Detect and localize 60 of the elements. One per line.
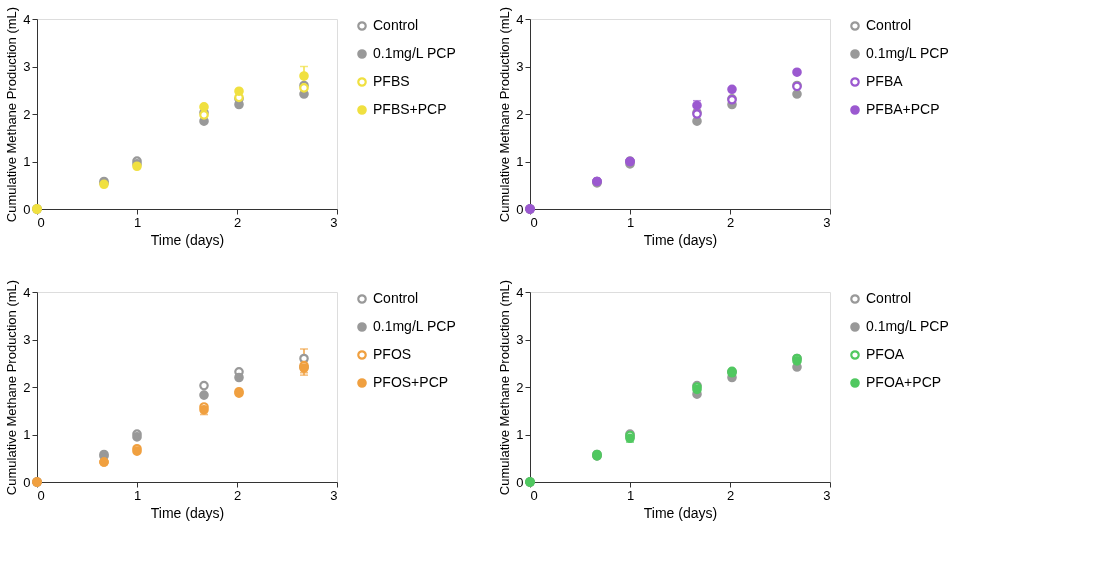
- y-tick-label: 1: [23, 427, 31, 442]
- x-tick-label: 1: [626, 214, 635, 230]
- y-tick-label: 0: [516, 474, 524, 490]
- x-tick-label: 3: [823, 487, 831, 503]
- x-tick-label: 3: [330, 214, 338, 230]
- y-tick-label: 1: [516, 154, 524, 169]
- legend-label: Control: [373, 290, 419, 306]
- x-tick-label: 1: [133, 214, 142, 230]
- x-tick-label: 0: [530, 214, 538, 230]
- x-tick-label: 0: [37, 487, 45, 503]
- x-tick-label: 3: [823, 214, 831, 230]
- y-tick-label: 3: [23, 332, 31, 347]
- y-axis-title: Cumulative Methane Production (mL): [4, 279, 20, 496]
- x-axis-title: Time (days): [643, 231, 718, 248]
- y-tick-label: 3: [516, 332, 524, 347]
- legend-label: Control: [866, 17, 912, 33]
- y-tick-label: 2: [23, 379, 31, 395]
- y-axis-title: Cumulative Methane Production (mL): [497, 279, 513, 496]
- legend-label: PFBA: [866, 73, 904, 89]
- x-tick-label: 1: [133, 487, 142, 503]
- x-tick-label: 2: [233, 487, 242, 503]
- y-tick-label: 4: [516, 284, 524, 300]
- x-tick-label: 0: [37, 214, 45, 230]
- legend-label: PFBA+PCP: [866, 101, 940, 117]
- x-tick-label: 2: [726, 487, 735, 503]
- legend-label: 0.1mg/L PCP: [373, 318, 456, 334]
- x-tick-label: 3: [330, 487, 338, 503]
- y-tick-label: 1: [516, 427, 524, 442]
- y-tick-label: 2: [516, 379, 524, 395]
- legend-label: PFOS: [373, 346, 412, 362]
- legend-label: 0.1mg/L PCP: [866, 318, 949, 334]
- y-axis-title: Cumulative Methane Production (mL): [4, 6, 20, 223]
- x-axis-title: Time (days): [150, 231, 225, 248]
- x-tick-label: 2: [233, 214, 242, 230]
- x-axis-title: Time (days): [150, 504, 225, 521]
- legend-label: PFBS+PCP: [373, 101, 447, 117]
- y-tick-label: 3: [23, 59, 31, 74]
- y-tick-label: 0: [23, 474, 31, 490]
- y-tick-label: 0: [516, 201, 524, 217]
- legend-label: 0.1mg/L PCP: [373, 45, 456, 61]
- legend-label: PFBS: [373, 73, 410, 89]
- legend-label: PFOA+PCP: [866, 374, 942, 390]
- x-tick-label: 1: [626, 487, 635, 503]
- y-tick-label: 4: [23, 11, 31, 27]
- x-axis-title: Time (days): [643, 504, 718, 521]
- y-tick-label: 4: [516, 11, 524, 27]
- legend-label: PFOA: [866, 346, 905, 362]
- x-tick-label: 2: [726, 214, 735, 230]
- y-axis-title: Cumulative Methane Production (mL): [497, 6, 513, 223]
- y-tick-label: 4: [23, 284, 31, 300]
- y-tick-label: 1: [23, 154, 31, 169]
- y-tick-label: 2: [23, 106, 31, 122]
- y-tick-label: 2: [516, 106, 524, 122]
- legend-label: Control: [373, 17, 419, 33]
- y-tick-label: 3: [516, 59, 524, 74]
- legend-label: Control: [866, 290, 912, 306]
- x-tick-label: 0: [530, 487, 538, 503]
- legend-label: PFOS+PCP: [373, 374, 449, 390]
- legend-label: 0.1mg/L PCP: [866, 45, 949, 61]
- y-tick-label: 0: [23, 201, 31, 217]
